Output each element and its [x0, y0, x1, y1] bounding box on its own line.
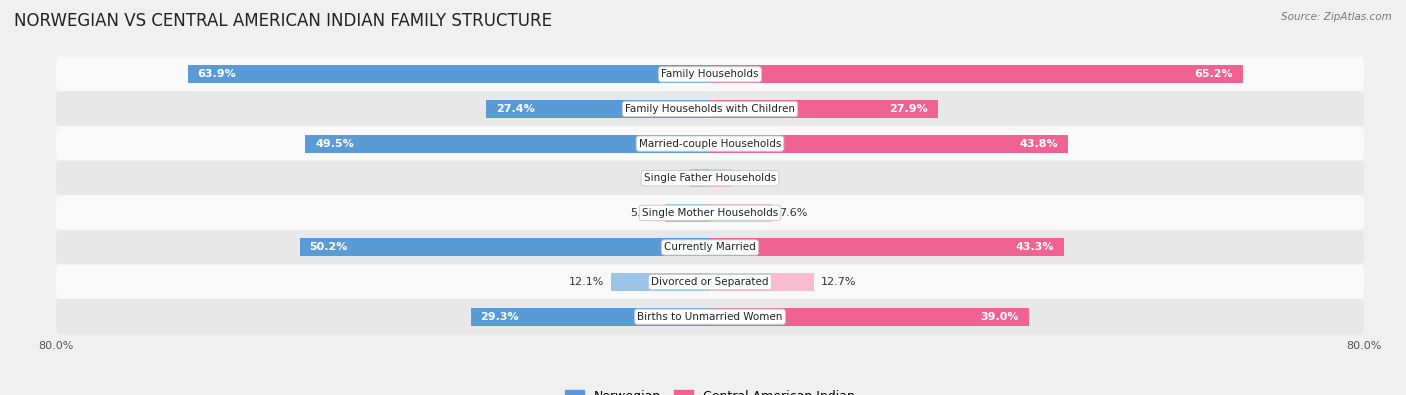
Text: 2.4%: 2.4%	[655, 173, 683, 183]
Text: Single Mother Households: Single Mother Households	[643, 208, 778, 218]
Bar	[710, 204, 772, 222]
Text: 43.8%: 43.8%	[1019, 139, 1059, 149]
Bar	[299, 239, 710, 256]
Bar	[710, 239, 1064, 256]
Bar	[612, 273, 710, 291]
Text: Family Households: Family Households	[661, 70, 759, 79]
Bar	[710, 169, 733, 187]
FancyBboxPatch shape	[56, 264, 1364, 300]
Text: 49.5%: 49.5%	[315, 139, 354, 149]
Text: 29.3%: 29.3%	[481, 312, 519, 322]
Bar	[188, 65, 710, 83]
Text: 39.0%: 39.0%	[980, 312, 1019, 322]
Text: 50.2%: 50.2%	[309, 243, 347, 252]
Text: Divorced or Separated: Divorced or Separated	[651, 277, 769, 287]
Bar	[710, 308, 1029, 326]
FancyBboxPatch shape	[56, 91, 1364, 127]
Text: NORWEGIAN VS CENTRAL AMERICAN INDIAN FAMILY STRUCTURE: NORWEGIAN VS CENTRAL AMERICAN INDIAN FAM…	[14, 12, 553, 30]
Text: Currently Married: Currently Married	[664, 243, 756, 252]
FancyBboxPatch shape	[56, 57, 1364, 92]
Text: Births to Unmarried Women: Births to Unmarried Women	[637, 312, 783, 322]
Text: Source: ZipAtlas.com: Source: ZipAtlas.com	[1281, 12, 1392, 22]
Text: Single Father Households: Single Father Households	[644, 173, 776, 183]
FancyBboxPatch shape	[56, 126, 1364, 161]
Text: Married-couple Households: Married-couple Households	[638, 139, 782, 149]
Bar	[471, 308, 710, 326]
Text: 5.5%: 5.5%	[630, 208, 658, 218]
Bar	[305, 135, 710, 152]
Text: 2.7%: 2.7%	[738, 173, 768, 183]
Bar	[710, 65, 1243, 83]
Bar	[690, 169, 710, 187]
Text: 27.9%: 27.9%	[890, 104, 928, 114]
Text: Family Households with Children: Family Households with Children	[626, 104, 794, 114]
FancyBboxPatch shape	[56, 299, 1364, 334]
Bar	[710, 135, 1069, 152]
Text: 63.9%: 63.9%	[198, 70, 236, 79]
FancyBboxPatch shape	[56, 195, 1364, 231]
Bar	[710, 273, 814, 291]
Text: 7.6%: 7.6%	[779, 208, 807, 218]
Text: 43.3%: 43.3%	[1015, 243, 1054, 252]
Bar	[486, 100, 710, 118]
Text: 12.1%: 12.1%	[569, 277, 605, 287]
Text: 27.4%: 27.4%	[496, 104, 534, 114]
FancyBboxPatch shape	[56, 230, 1364, 265]
Text: 65.2%: 65.2%	[1195, 70, 1233, 79]
Bar	[710, 100, 938, 118]
Legend: Norwegian, Central American Indian: Norwegian, Central American Indian	[561, 385, 859, 395]
Text: 12.7%: 12.7%	[820, 277, 856, 287]
FancyBboxPatch shape	[56, 160, 1364, 196]
Bar	[665, 204, 710, 222]
